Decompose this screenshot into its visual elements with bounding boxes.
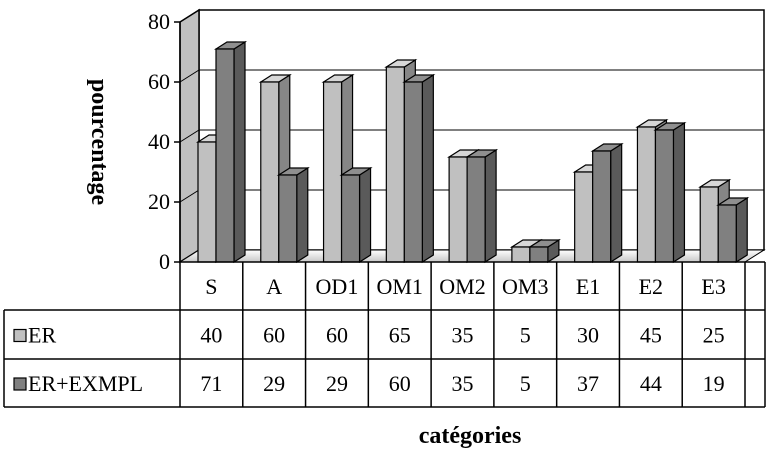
bar-er-exmpl-om1 bbox=[402, 73, 436, 264]
category-label: E3 bbox=[701, 274, 725, 299]
bar-er-exmpl-e2 bbox=[653, 121, 687, 264]
y-tick-label: 0 bbox=[159, 249, 170, 274]
bar-er-exmpl-od1 bbox=[339, 166, 373, 264]
legend-label: ER+EXMPL bbox=[28, 371, 143, 396]
gridline-side bbox=[179, 9, 200, 23]
data-table-cell: 5 bbox=[520, 323, 531, 348]
gridline-side bbox=[179, 129, 200, 143]
data-table-cell: 40 bbox=[200, 323, 222, 348]
category-label: OM1 bbox=[376, 274, 422, 299]
category-label: S bbox=[205, 274, 217, 299]
category-labels: S A OD1 OM1 OM2 OM3 E1 E2 E3 bbox=[205, 274, 726, 299]
category-label: E2 bbox=[639, 274, 663, 299]
legend-swatch bbox=[13, 377, 27, 391]
bar-er-exmpl-e1 bbox=[590, 142, 624, 264]
legend-swatch bbox=[13, 328, 27, 343]
data-table-cell: 60 bbox=[326, 323, 348, 348]
data-table-cell: 65 bbox=[389, 323, 411, 348]
bar-er-exmpl-om3 bbox=[527, 238, 561, 264]
y-axis-ticks: 0 20 40 60 80 bbox=[148, 9, 180, 274]
gridline-side bbox=[179, 189, 200, 203]
data-table-cell: 19 bbox=[703, 371, 725, 396]
category-label: E1 bbox=[576, 274, 600, 299]
bar-er-exmpl-s bbox=[213, 40, 248, 264]
legend: ER ER+EXMPL bbox=[13, 323, 143, 396]
bar-er-exmpl-e3 bbox=[716, 196, 750, 264]
bars bbox=[195, 40, 750, 264]
bar-er-exmpl-om2 bbox=[465, 148, 499, 264]
y-tick-label: 40 bbox=[148, 129, 170, 154]
category-label: A bbox=[266, 274, 282, 299]
data-table-values: 40 60 60 65 35 5 30 45 25 71 29 29 60 35 5 37 44 19 bbox=[200, 323, 724, 397]
bar-er-exmpl-a bbox=[276, 166, 310, 264]
data-table-cell: 30 bbox=[577, 323, 599, 348]
data-table-cell: 60 bbox=[389, 371, 411, 396]
legend-label: ER bbox=[28, 323, 56, 348]
data-table-cell: 45 bbox=[640, 323, 662, 348]
category-label: OD1 bbox=[316, 274, 359, 299]
y-tick-label: 80 bbox=[148, 9, 170, 34]
data-table-grid bbox=[3, 261, 766, 408]
x-axis-title: catégories bbox=[419, 423, 522, 449]
category-label: OM2 bbox=[439, 274, 485, 299]
category-label: OM3 bbox=[502, 274, 548, 299]
data-table-cell: 5 bbox=[520, 371, 531, 396]
data-table-cell: 29 bbox=[263, 371, 285, 396]
y-tick-label: 60 bbox=[148, 69, 170, 94]
y-tick-label: 20 bbox=[148, 189, 170, 214]
data-table-cell: 60 bbox=[263, 323, 285, 348]
data-table-cell: 35 bbox=[452, 371, 474, 396]
y-axis-title: pourcentage bbox=[86, 79, 112, 206]
data-table-cell: 29 bbox=[326, 371, 348, 396]
data-table-cell: 35 bbox=[452, 323, 474, 348]
data-table-cell: 25 bbox=[703, 323, 725, 348]
data-table-cell: 71 bbox=[200, 371, 222, 396]
gridline-side bbox=[179, 69, 200, 83]
data-table-cell: 44 bbox=[640, 371, 662, 396]
data-table-cell: 37 bbox=[577, 371, 599, 396]
